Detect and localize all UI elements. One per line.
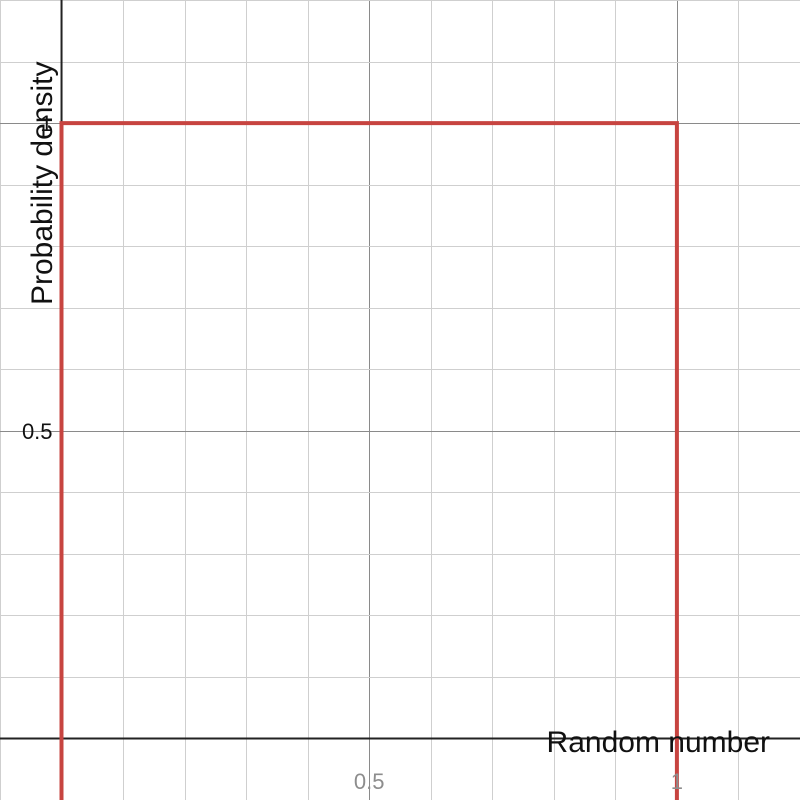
density-line [59,121,679,800]
y-axis-title: Probability density [26,62,59,305]
y-tick-label: 1 [40,111,52,136]
y-tick-label: 0.5 [22,419,53,444]
x-axis-title: Random number [547,726,770,759]
x-tick-label: 0.5 [354,769,385,794]
labels: 0.5 1 0.5 1 Random number Probability density [22,62,770,794]
x-tick-label: 1 [671,769,683,794]
series-layer [59,121,679,800]
